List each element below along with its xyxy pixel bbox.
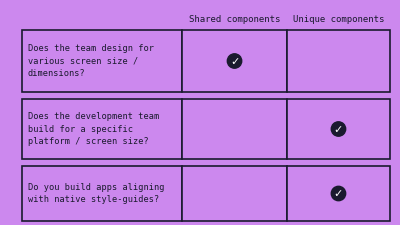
Bar bbox=[182, 99, 287, 159]
Bar bbox=[287, 30, 390, 92]
Text: Unique components: Unique components bbox=[293, 16, 384, 25]
Bar bbox=[22, 99, 182, 159]
Bar bbox=[287, 166, 390, 221]
Text: Does the development team
build for a specific
platform / screen size?: Does the development team build for a sp… bbox=[28, 112, 159, 146]
Text: ✓: ✓ bbox=[230, 56, 239, 67]
Bar bbox=[287, 99, 390, 159]
Circle shape bbox=[331, 122, 346, 136]
Circle shape bbox=[331, 186, 346, 201]
Bar bbox=[182, 30, 287, 92]
Bar bbox=[22, 30, 182, 92]
Text: ✓: ✓ bbox=[334, 189, 343, 199]
Text: Shared components: Shared components bbox=[189, 16, 280, 25]
Text: Do you build apps aligning
with native style-guides?: Do you build apps aligning with native s… bbox=[28, 183, 164, 204]
Bar bbox=[182, 166, 287, 221]
Bar bbox=[22, 166, 182, 221]
Text: ✓: ✓ bbox=[334, 124, 343, 135]
Text: Does the team design for
various screen size /
dimensions?: Does the team design for various screen … bbox=[28, 44, 154, 78]
Circle shape bbox=[227, 54, 242, 68]
